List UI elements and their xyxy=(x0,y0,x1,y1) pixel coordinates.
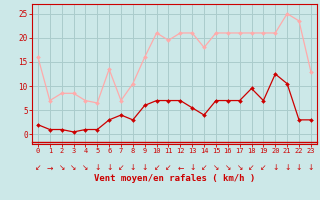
Text: ↓: ↓ xyxy=(296,163,302,172)
Text: ↓: ↓ xyxy=(94,163,100,172)
Text: ↙: ↙ xyxy=(165,163,172,172)
Text: ↙: ↙ xyxy=(260,163,267,172)
X-axis label: Vent moyen/en rafales ( km/h ): Vent moyen/en rafales ( km/h ) xyxy=(94,174,255,183)
Text: ↘: ↘ xyxy=(236,163,243,172)
Text: ↓: ↓ xyxy=(141,163,148,172)
Text: ↓: ↓ xyxy=(130,163,136,172)
Text: ↓: ↓ xyxy=(189,163,196,172)
Text: ↙: ↙ xyxy=(35,163,41,172)
Text: ↘: ↘ xyxy=(82,163,89,172)
Text: ↘: ↘ xyxy=(225,163,231,172)
Text: →: → xyxy=(47,163,53,172)
Text: ↓: ↓ xyxy=(272,163,278,172)
Text: ↙: ↙ xyxy=(118,163,124,172)
Text: ↓: ↓ xyxy=(308,163,314,172)
Text: ↓: ↓ xyxy=(106,163,112,172)
Text: ↘: ↘ xyxy=(70,163,77,172)
Text: ↘: ↘ xyxy=(59,163,65,172)
Text: ↙: ↙ xyxy=(153,163,160,172)
Text: ↘: ↘ xyxy=(213,163,219,172)
Text: ↙: ↙ xyxy=(201,163,207,172)
Text: ↓: ↓ xyxy=(284,163,290,172)
Text: ←: ← xyxy=(177,163,184,172)
Text: ↙: ↙ xyxy=(248,163,255,172)
